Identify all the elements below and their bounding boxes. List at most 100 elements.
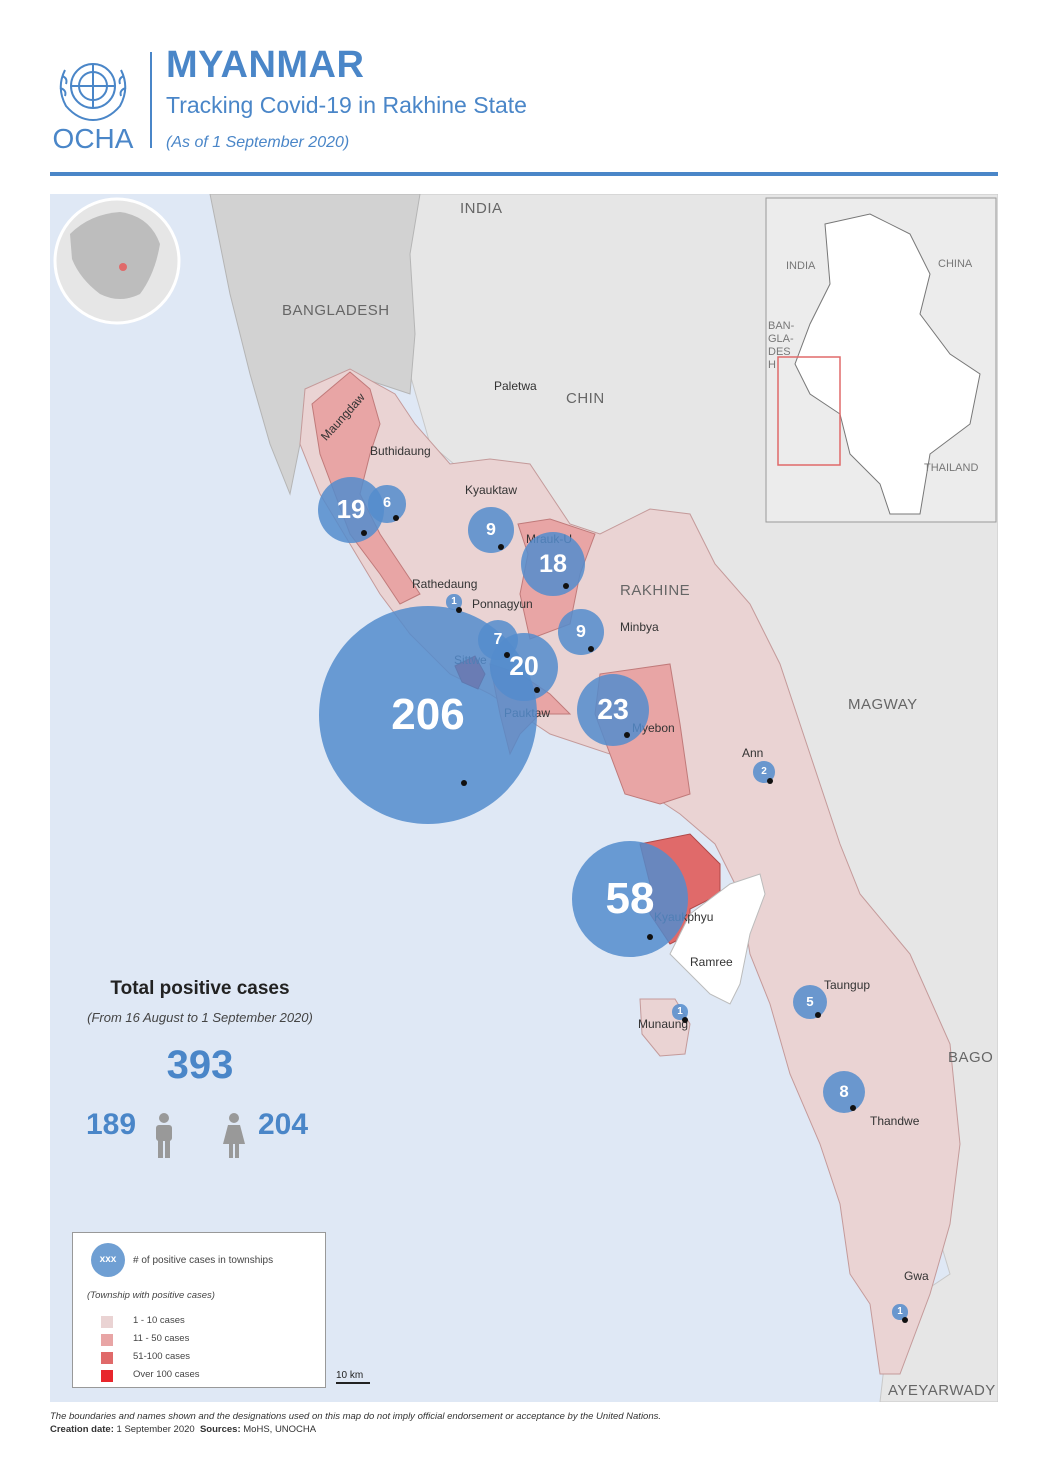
legend-label: 51-100 cases — [133, 1351, 191, 1362]
legend-swatch — [101, 1370, 113, 1382]
male-count: 189 — [86, 1108, 137, 1141]
country-inset — [765, 197, 997, 523]
case-count: 6 — [382, 495, 392, 512]
page-title: MYANMAR — [166, 44, 365, 86]
town-label: Paletwa — [494, 379, 537, 393]
case-count: 5 — [806, 994, 814, 1009]
creation-label: Creation date: — [50, 1424, 114, 1435]
header-rule — [50, 172, 998, 176]
case-count: 18 — [539, 549, 567, 578]
case-count: 9 — [486, 519, 496, 540]
case-bubble: 7 — [477, 619, 519, 661]
town-dot — [767, 778, 774, 785]
total-cases-value: 393 — [166, 1043, 234, 1087]
sources-value: MoHS, UNOCHA — [243, 1424, 317, 1435]
credits: Creation date: 1 September 2020 Sources:… — [50, 1424, 316, 1435]
page-subtitle: Tracking Covid-19 in Rakhine State — [166, 92, 527, 118]
case-count: 23 — [597, 693, 629, 726]
header-divider — [150, 52, 152, 148]
case-bubble: 9 — [468, 507, 514, 553]
town-dot — [623, 731, 630, 738]
town-dot — [460, 780, 467, 787]
case-count: 206 — [391, 689, 465, 739]
town-label: Buthidaung — [370, 444, 431, 458]
creation-value: 1 September 2020 — [116, 1424, 195, 1435]
inset-label: THAILAND — [924, 462, 979, 474]
town-label: Gwa — [904, 1269, 929, 1283]
legend-bubble-label: # of positive cases in townships — [133, 1255, 274, 1266]
town-dot — [850, 1104, 857, 1111]
case-bubble: 8 — [822, 1070, 866, 1114]
case-bubble: 9 — [558, 609, 604, 655]
scale-bar: 10 km — [336, 1370, 370, 1384]
town-label: Rathedaung — [412, 577, 478, 591]
case-bubble: 58 — [572, 841, 688, 957]
country-label: RAKHINE — [620, 582, 691, 599]
country-label: MAGWAY — [848, 696, 918, 713]
legend-swatch — [101, 1316, 113, 1328]
scale-label: 10 km — [336, 1370, 364, 1381]
town-dot — [587, 645, 594, 652]
total-cases-title: Total positive cases — [110, 978, 290, 999]
female-icon — [223, 1113, 245, 1158]
country-label: CHIN — [566, 390, 605, 407]
town-label: Minbya — [620, 620, 659, 634]
legend-label: 1 - 10 cases — [133, 1315, 185, 1326]
case-count: 20 — [509, 651, 539, 681]
legend-subtitle: (Township with positive cases) — [87, 1290, 215, 1301]
town-dot — [497, 543, 504, 550]
legend-swatch — [101, 1352, 113, 1364]
town-label: Ann — [742, 746, 764, 760]
case-bubble: 18 — [520, 531, 586, 597]
town-label: Thandwe — [870, 1114, 920, 1128]
town-label: Munaung — [638, 1017, 689, 1031]
case-bubble: 1 — [672, 1004, 688, 1020]
town-dot — [682, 1016, 689, 1023]
case-bubble: 1 — [446, 594, 462, 610]
case-bubble: 1 — [892, 1304, 908, 1320]
globe-inset — [53, 197, 181, 325]
legend-label: Over 100 cases — [133, 1369, 200, 1380]
case-bubble: 6 — [368, 485, 406, 523]
town-dot — [360, 529, 367, 536]
legend-swatch — [101, 1334, 113, 1346]
ocha-logo: OCHA — [48, 48, 138, 154]
town-dot — [392, 515, 399, 522]
town-label: Ponnagyun — [472, 597, 533, 611]
case-count: 58 — [605, 874, 655, 924]
country-label: AYEYARWADY — [888, 1382, 996, 1399]
ramree-island — [669, 873, 766, 1005]
total-cases-panel: Total positive cases (From 16 August to … — [60, 978, 340, 1088]
country-label: INDIA — [460, 200, 503, 217]
legend-label: 11 - 50 cases — [133, 1333, 190, 1344]
inset-label: CHINA — [938, 258, 973, 270]
town-dot — [902, 1316, 909, 1323]
town-dot — [562, 583, 569, 590]
ocha-wordmark: OCHA — [53, 123, 134, 152]
case-count: 1 — [451, 596, 457, 608]
case-bubble: 2 — [753, 761, 775, 783]
as-of-date: (As of 1 September 2020) — [166, 134, 350, 151]
case-count: 1 — [677, 1006, 683, 1018]
legend-bubble: xxx — [91, 1243, 125, 1277]
town-dot — [815, 1012, 822, 1019]
town-label: Taungup — [824, 978, 871, 992]
inset-label: INDIA — [786, 260, 816, 272]
case-count: 19 — [336, 495, 366, 524]
town-label: Ramree — [690, 955, 733, 969]
header: OCHA MYANMAR Tracking Covid-19 in Rakhin… — [0, 0, 1048, 180]
case-count: 7 — [493, 630, 503, 648]
town-label: Kyauktaw — [465, 483, 518, 497]
case-bubble: 5 — [793, 985, 827, 1019]
town-dot — [534, 687, 541, 694]
town-dot — [456, 606, 463, 613]
country-label: BANGLADESH — [282, 302, 390, 319]
sources-label: Sources: — [199, 1424, 241, 1435]
inset-label: BAN-GLA-DESH — [768, 320, 795, 371]
case-count: 9 — [576, 621, 586, 642]
case-bubble: 23 — [576, 673, 650, 747]
town-dot — [647, 933, 654, 940]
case-count: 8 — [839, 1081, 849, 1101]
disclaimer: The boundaries and names shown and the d… — [50, 1411, 662, 1422]
map-area: INDIA BANGLADESH CHIN RAKHINE MAGWAY BAGO AYEY… — [50, 194, 998, 1402]
